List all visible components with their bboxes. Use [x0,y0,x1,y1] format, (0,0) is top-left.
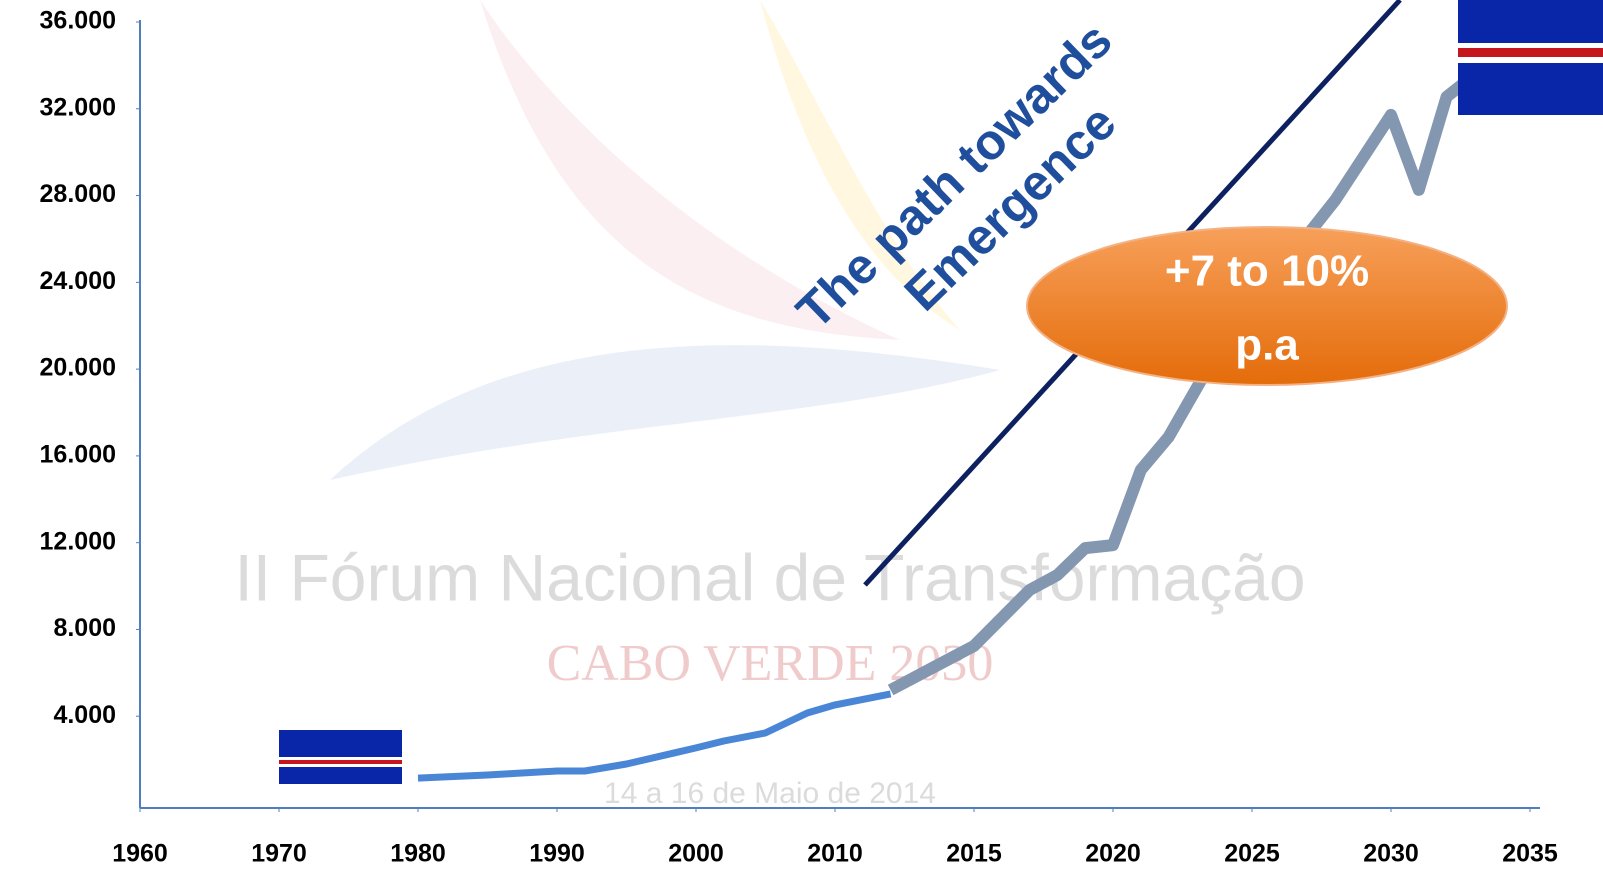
watermark: II Fórum Nacional de Transformação CABO … [234,0,1305,810]
y-tick-label: 28.000 [40,180,116,208]
flag-large [1458,0,1603,115]
data-line [418,694,891,778]
watermark-title: II Fórum Nacional de Transformação [234,540,1305,614]
y-tick-label: 12.000 [40,527,116,555]
x-tick-label: 1990 [529,840,585,868]
y-tick-label: 20.000 [40,354,116,382]
watermark-date: 14 a 16 de Maio de 2014 [604,777,936,810]
x-tick-label: 2015 [946,840,1002,868]
x-tick-label: 2025 [1224,840,1280,868]
y-tick-label: 8.000 [53,614,116,642]
chart: II Fórum Nacional de Transformação CABO … [0,0,1603,887]
y-tick-label: 16.000 [40,440,116,468]
x-tick-label: 2035 [1502,840,1558,868]
x-tick-label: 2010 [807,840,863,868]
flag-small [279,730,402,784]
watermark-subtitle: CABO VERDE 2030 [547,635,994,692]
x-tick-label: 2030 [1363,840,1419,868]
x-tick-label: 1970 [251,840,307,868]
x-tick-label: 2000 [668,840,724,868]
y-tick-label: 4.000 [53,701,116,729]
y-tick-label: 36.000 [40,7,116,35]
y-tick-label: 24.000 [40,267,116,295]
x-tick-label: 2020 [1085,840,1141,868]
callout-text: +7 to 10% [1165,247,1369,296]
x-tick-label: 1960 [112,840,168,868]
page: {"chart_data": {"type": "line", "waterma… [0,0,1603,887]
callout-text: p.a [1235,321,1299,370]
y-tick-label: 32.000 [40,93,116,121]
watermark-shape [330,345,1000,480]
x-tick-label: 1980 [390,840,446,868]
